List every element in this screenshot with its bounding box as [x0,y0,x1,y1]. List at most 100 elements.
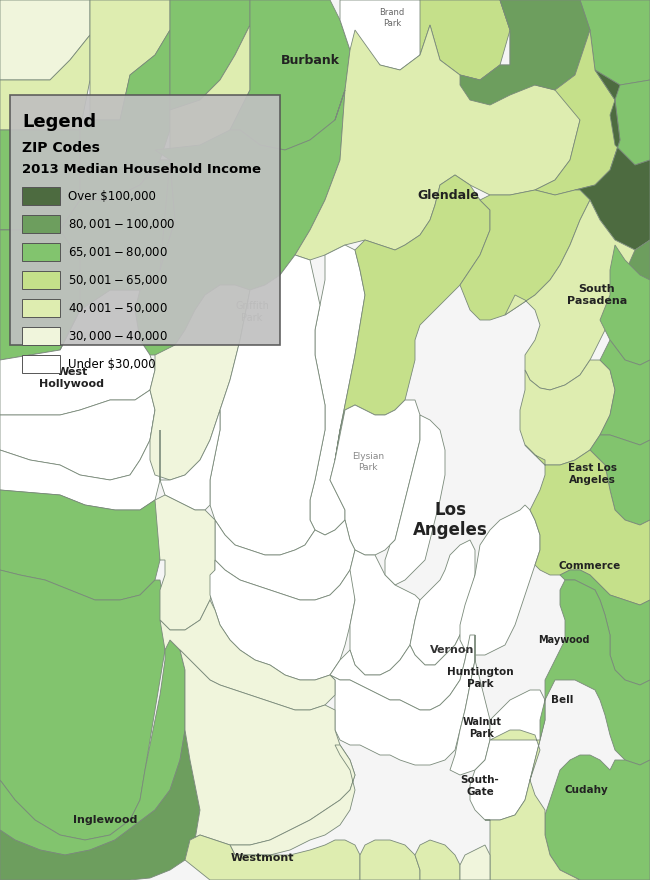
Polygon shape [0,230,80,340]
Polygon shape [230,745,355,855]
Polygon shape [0,730,200,880]
Text: Commerce: Commerce [559,561,621,571]
Polygon shape [350,550,420,675]
Text: $50,001 - $65,000: $50,001 - $65,000 [68,273,168,287]
Text: West
Hollywood: West Hollywood [40,367,105,389]
Text: Maywood: Maywood [538,635,590,645]
Polygon shape [135,90,345,355]
Polygon shape [0,230,80,340]
Polygon shape [610,240,650,325]
Text: Vernon: Vernon [430,645,474,655]
Polygon shape [0,640,185,855]
Polygon shape [330,400,420,555]
Polygon shape [470,690,545,820]
Polygon shape [330,635,475,765]
Polygon shape [415,840,460,880]
Polygon shape [580,0,650,85]
Polygon shape [410,540,475,665]
Polygon shape [500,0,590,90]
Text: Brand
Park: Brand Park [380,8,404,27]
Text: 2013 Median Household Income: 2013 Median Household Income [22,163,261,176]
Text: Burbank: Burbank [281,54,339,67]
Polygon shape [590,435,650,525]
FancyBboxPatch shape [22,215,60,233]
FancyBboxPatch shape [22,299,60,317]
FancyBboxPatch shape [22,355,60,373]
Polygon shape [0,390,155,480]
Text: East Los
Angeles: East Los Angeles [567,463,616,485]
Polygon shape [0,35,90,130]
Polygon shape [525,445,650,605]
Polygon shape [0,0,90,80]
Polygon shape [0,160,175,360]
Polygon shape [560,570,650,685]
FancyBboxPatch shape [22,271,60,289]
Polygon shape [540,580,650,765]
Polygon shape [0,410,160,510]
Polygon shape [170,0,250,110]
Polygon shape [575,70,650,250]
Text: Huntington
Park: Huntington Park [447,667,514,689]
Text: Griffith
Park: Griffith Park [235,301,269,323]
Polygon shape [335,175,490,460]
Polygon shape [605,80,650,165]
Text: ZIP Codes: ZIP Codes [22,141,100,155]
Polygon shape [0,130,80,230]
Polygon shape [295,25,580,260]
Polygon shape [160,600,335,710]
FancyBboxPatch shape [10,95,280,345]
Polygon shape [330,575,475,710]
Text: Elysian
Park: Elysian Park [352,452,384,472]
Polygon shape [460,0,590,105]
Polygon shape [340,0,430,70]
Polygon shape [535,30,620,195]
Text: Los
Angeles: Los Angeles [413,501,488,539]
Polygon shape [460,190,590,320]
Text: Legend: Legend [22,113,96,131]
Polygon shape [600,340,650,445]
Polygon shape [80,30,170,200]
Polygon shape [360,840,420,880]
Text: South
Pasadena: South Pasadena [567,284,627,306]
Text: Walnut
Park: Walnut Park [463,717,502,739]
Polygon shape [60,160,170,350]
Text: Inglewood: Inglewood [73,815,137,825]
Polygon shape [0,570,165,840]
Polygon shape [210,560,355,680]
Polygon shape [155,495,215,630]
Polygon shape [520,360,615,465]
Polygon shape [160,410,220,510]
Polygon shape [505,200,635,390]
Polygon shape [170,25,250,160]
Polygon shape [450,635,490,775]
Text: Over $100,000: Over $100,000 [68,189,156,202]
Polygon shape [210,255,325,555]
Polygon shape [90,0,170,120]
Polygon shape [460,505,540,655]
Polygon shape [310,245,365,535]
Text: Westmont: Westmont [230,853,294,863]
Polygon shape [0,290,155,415]
Polygon shape [600,245,650,365]
FancyBboxPatch shape [22,187,60,205]
Text: $40,001 - $50,000: $40,001 - $50,000 [68,301,168,315]
Text: Cudahy: Cudahy [564,785,608,795]
Polygon shape [0,490,160,600]
Polygon shape [385,415,445,585]
Polygon shape [185,835,360,880]
Text: $30,000 - $40,000: $30,000 - $40,000 [68,329,168,343]
Polygon shape [485,730,580,880]
Polygon shape [230,0,350,150]
Text: South-
Gate: South- Gate [461,775,499,796]
Polygon shape [215,520,355,600]
Text: Glendale: Glendale [417,188,479,202]
Polygon shape [545,755,650,880]
FancyBboxPatch shape [22,327,60,345]
Polygon shape [180,650,355,860]
Text: $65,001 - $80,000: $65,001 - $80,000 [68,245,168,259]
Text: Under $30,000: Under $30,000 [68,357,155,370]
Polygon shape [150,285,250,480]
Polygon shape [420,0,510,80]
Text: $80,001 - $100,000: $80,001 - $100,000 [68,217,176,231]
Polygon shape [460,845,490,880]
